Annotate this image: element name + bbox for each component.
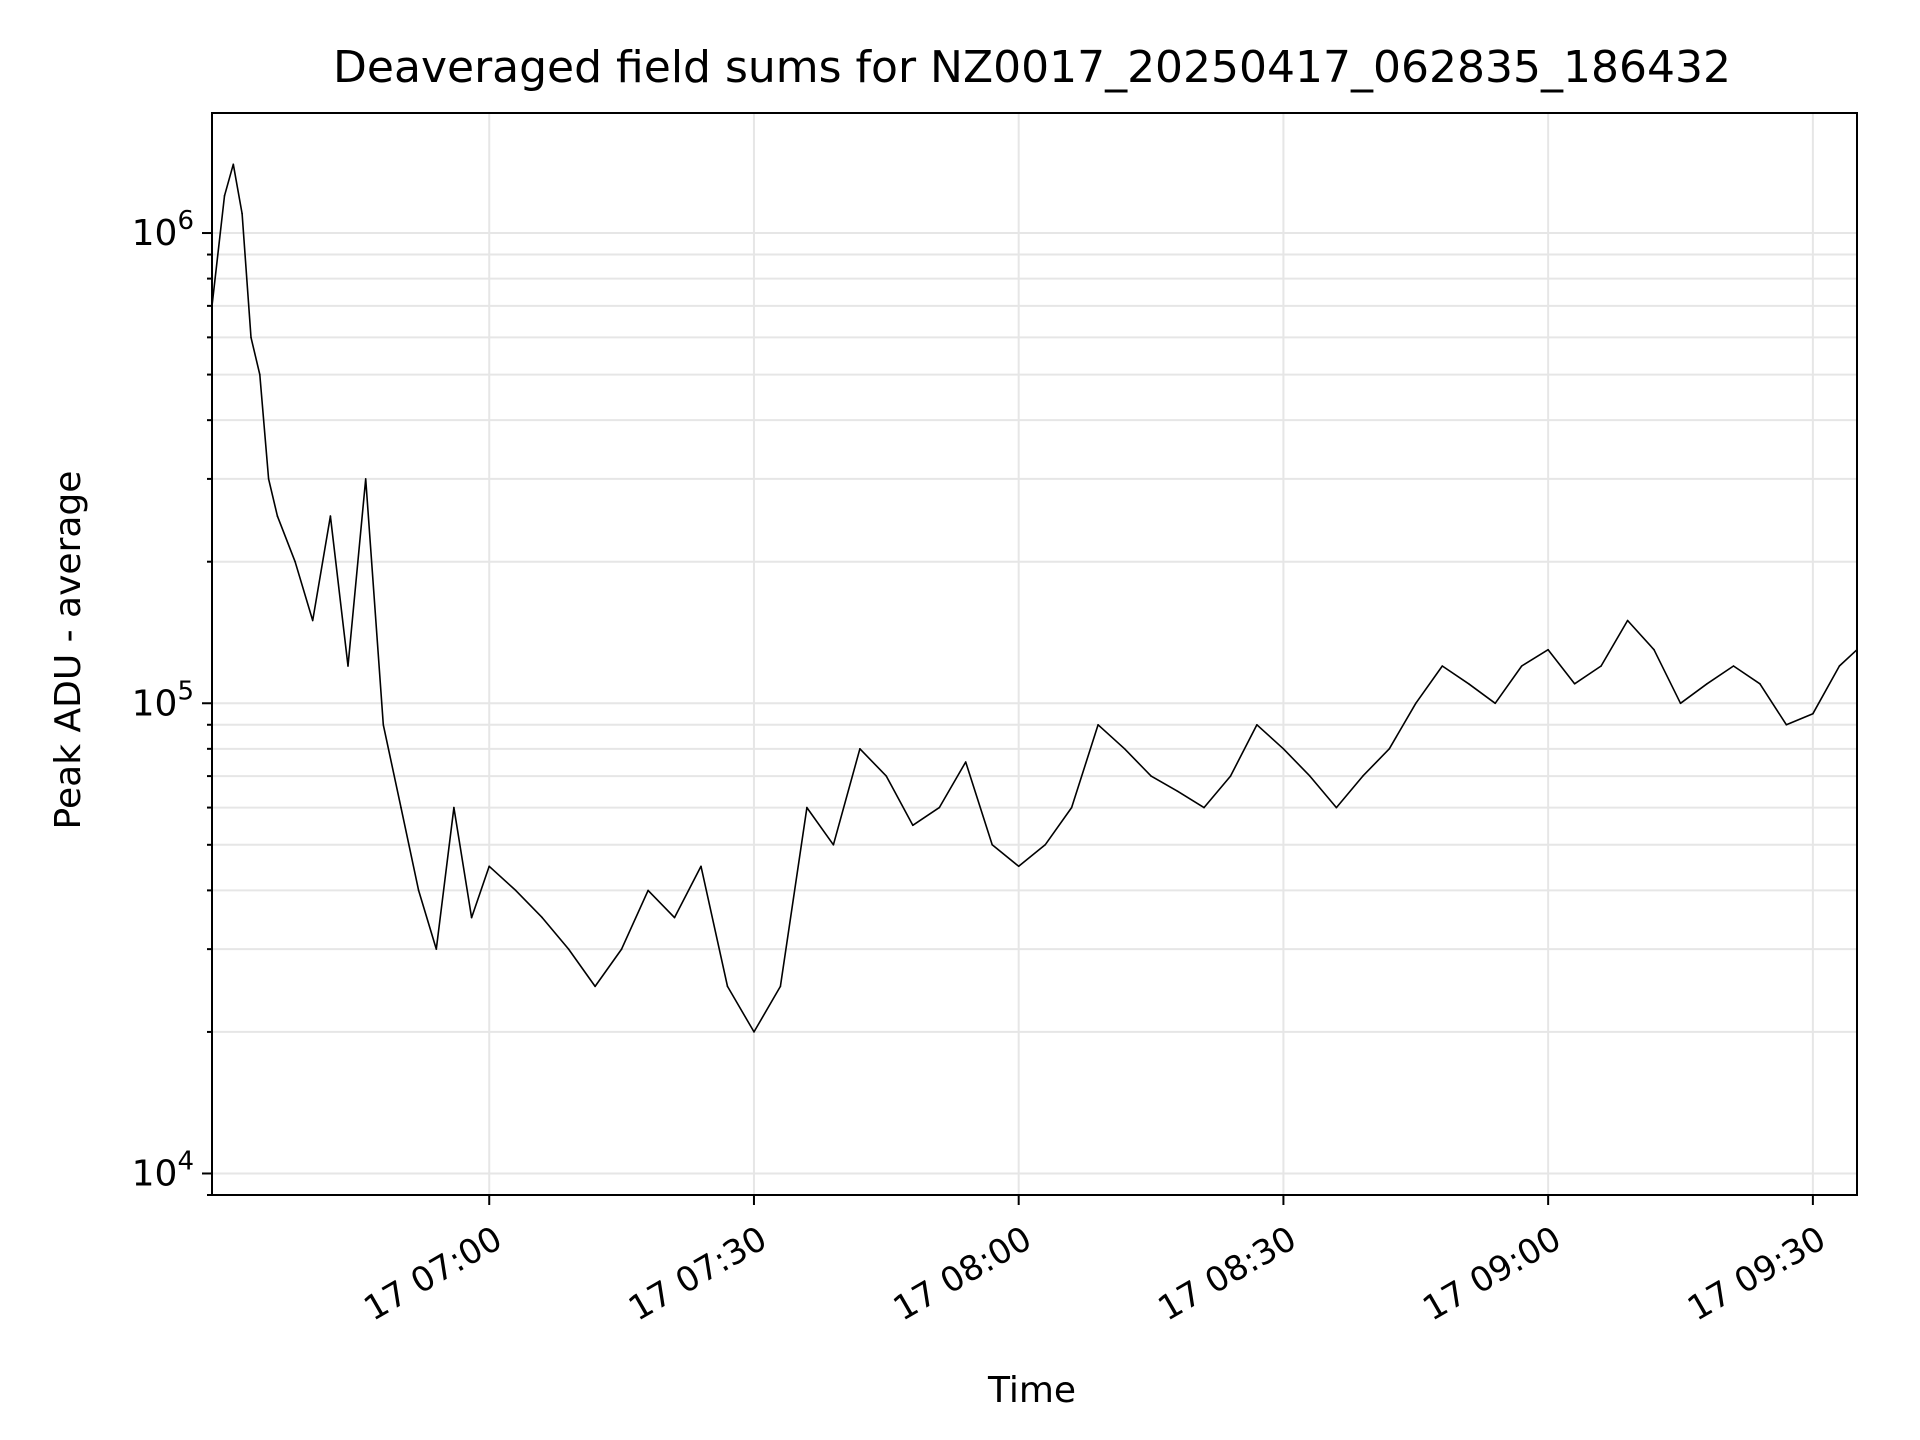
data-point [1679, 702, 1682, 705]
data-point [567, 948, 570, 950]
data-point [1017, 865, 1020, 868]
data-point [991, 844, 993, 846]
data-point [1547, 648, 1549, 651]
data-point [1362, 775, 1364, 777]
x-axis-label: Time [987, 1370, 1076, 1411]
data-point [620, 948, 623, 950]
x-tick-label: 17 07:00 [357, 1219, 509, 1330]
data-point [1520, 665, 1523, 667]
y-tick-base: 10 [132, 213, 178, 254]
data-point [347, 665, 349, 667]
data-point [832, 844, 835, 846]
data-point [1335, 806, 1338, 809]
y-tick-label: 106 [132, 206, 194, 254]
data-point [885, 775, 888, 777]
data-point [1653, 648, 1655, 651]
data-point [267, 478, 270, 480]
y-tick-label: 105 [132, 676, 194, 724]
data-point [294, 560, 296, 563]
series-line [211, 163, 1858, 1033]
data-point [779, 985, 782, 988]
data-point [859, 748, 861, 750]
data-point [594, 985, 596, 988]
data-point [541, 916, 543, 919]
x-tick-label: 17 09:30 [1681, 1219, 1833, 1330]
data-point [1388, 748, 1391, 750]
data-point [1176, 790, 1179, 792]
x-tick-label: 17 08:30 [1152, 1219, 1304, 1330]
chart-title: Deaveraged field sums for NZ0017_2025041… [333, 42, 1731, 93]
y-tick-base: 10 [132, 683, 178, 724]
data-point [311, 619, 314, 622]
data-point [470, 916, 473, 919]
data-point [276, 515, 279, 517]
data-point [753, 1031, 755, 1033]
data-point [1415, 702, 1417, 705]
data-point [964, 761, 967, 763]
data-point [726, 985, 729, 988]
data-point [1759, 683, 1761, 685]
data-point [1203, 806, 1205, 809]
data-point [364, 478, 367, 480]
data-point [647, 889, 649, 892]
data-point [1626, 619, 1629, 622]
y-tick-exponent: 4 [177, 1146, 194, 1176]
data-point [453, 806, 455, 809]
y-tick-base: 10 [132, 1153, 178, 1194]
data-point [700, 865, 702, 868]
data-point [1600, 665, 1602, 667]
data-point [1256, 724, 1258, 726]
x-tick-label: 17 09:00 [1416, 1219, 1568, 1330]
data-point [1150, 775, 1152, 777]
data-point [1706, 683, 1708, 685]
data-point [1282, 748, 1285, 750]
data-point [1123, 748, 1126, 750]
data-point [1070, 806, 1073, 809]
data-point [1097, 724, 1099, 726]
data-point [417, 889, 420, 892]
data-point [938, 806, 941, 809]
data-point [488, 865, 491, 868]
data-point [1309, 775, 1311, 777]
grid [212, 113, 1857, 1196]
y-tick-label: 104 [132, 1146, 194, 1194]
data-point [1441, 665, 1444, 667]
y-tick-exponent: 6 [177, 206, 194, 236]
data-point [1812, 712, 1814, 715]
y-tick-exponent: 5 [177, 676, 194, 706]
data-point [1229, 775, 1232, 777]
data-point [250, 336, 252, 339]
data-point [1732, 665, 1735, 667]
data-point [514, 889, 517, 892]
data-point [400, 806, 402, 809]
data-point [1044, 844, 1046, 846]
data-point [223, 195, 226, 197]
data-point [435, 948, 438, 950]
data-point [806, 806, 808, 809]
data-point [241, 212, 243, 215]
x-tick-label: 17 07:30 [622, 1219, 774, 1330]
data-point [1838, 665, 1841, 667]
data-point [329, 515, 332, 517]
series-line-group [211, 163, 1858, 1033]
data-point [1573, 683, 1576, 685]
data-point [382, 724, 385, 726]
data-point [1494, 702, 1496, 705]
data-point [232, 163, 235, 166]
data-point [259, 373, 261, 376]
y-axis-label: Peak ADU - average [48, 471, 89, 830]
data-point [912, 824, 914, 827]
data-point [1785, 724, 1788, 726]
data-point [1467, 683, 1470, 685]
data-point [673, 916, 676, 919]
plot-frame [211, 112, 1858, 1196]
x-tick-label: 17 08:00 [887, 1219, 1039, 1330]
x-axis: 17 07:00 17 07:30 17 08:00 17 08:30 17 09:00… [357, 1195, 1833, 1330]
